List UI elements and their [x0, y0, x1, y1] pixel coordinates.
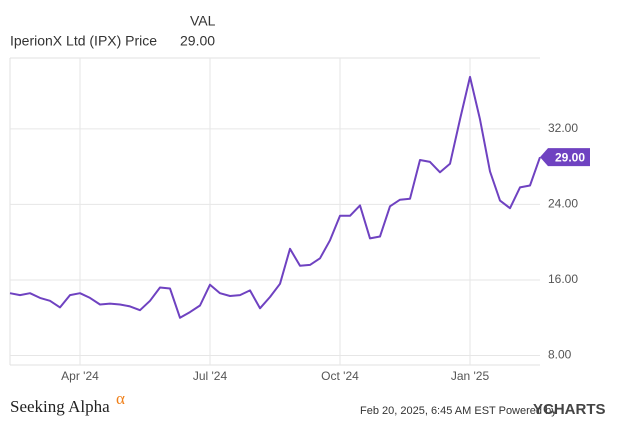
legend-entry: IperionX Ltd (IPX) Price [10, 33, 157, 49]
y-tick-label: 8.00 [548, 348, 572, 362]
legend-value: 29.00 [180, 33, 215, 49]
legend-header: VAL [190, 13, 216, 29]
footer-brand: YCHARTS [533, 401, 606, 418]
x-tick-label: Jul '24 [193, 369, 228, 383]
y-tick-label: 16.00 [548, 272, 578, 286]
x-tick-label: Oct '24 [321, 369, 359, 383]
y-tick-label: 24.00 [548, 197, 578, 211]
end-label: 29.00 [555, 150, 585, 164]
y-tick-label: 32.00 [548, 121, 578, 135]
end-label-box [540, 148, 590, 167]
x-tick-label: Jan '25 [451, 369, 490, 383]
footer-timestamp: Feb 20, 2025, 6:45 AM EST Powered by [360, 405, 557, 417]
footer-logo-mark: α [116, 389, 125, 408]
footer-logo: Seeking Alpha [10, 397, 110, 416]
price-line [9, 75, 541, 319]
x-tick-label: Apr '24 [61, 369, 99, 383]
